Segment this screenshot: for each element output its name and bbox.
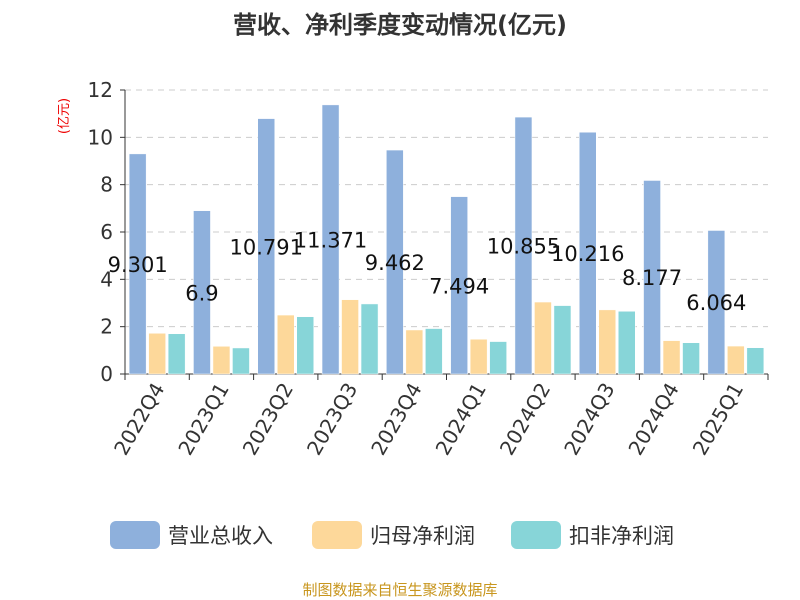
y-tick-label: 8	[100, 173, 113, 197]
x-tick-label: 2024Q4	[623, 379, 683, 460]
data-label: 7.494	[429, 274, 489, 298]
bar-net-profit	[469, 338, 488, 375]
data-label: 6.9	[185, 281, 218, 305]
y-axis-label: (亿元)	[57, 98, 72, 134]
bar-deducted-net-profit	[360, 303, 379, 375]
legend-swatch	[110, 521, 160, 549]
data-label: 10.791	[230, 235, 303, 259]
source-note: 制图数据来自恒生聚源数据库	[302, 581, 497, 599]
x-tick-label: 2023Q2	[238, 379, 298, 460]
y-tick-label: 12	[88, 78, 113, 102]
y-tick-label: 10	[88, 125, 113, 149]
legend-swatch	[312, 521, 362, 549]
bar-revenue	[128, 153, 147, 375]
bar-net-profit	[598, 309, 616, 375]
data-label: 10.855	[487, 235, 560, 259]
data-label: 9.462	[365, 251, 425, 275]
bar-revenue	[579, 131, 597, 375]
legend-label: 营业总收入	[168, 524, 273, 548]
legend-label: 归母净利润	[370, 524, 475, 548]
x-tick-label: 2022Q4	[109, 379, 169, 460]
data-label: 6.064	[686, 291, 746, 315]
x-tick-label: 2023Q3	[302, 379, 362, 460]
chart-title: 营收、净利季度变动情况(亿元)	[233, 11, 567, 39]
bar-deducted-net-profit	[232, 347, 250, 375]
bar-revenue	[386, 149, 404, 375]
bar-revenue	[193, 210, 211, 375]
bar-revenue	[321, 104, 340, 375]
data-label: 9.301	[108, 253, 168, 277]
bar-deducted-net-profit	[682, 342, 700, 375]
bar-net-profit	[277, 314, 295, 375]
bar-net-profit	[662, 340, 681, 375]
bar-net-profit	[148, 333, 166, 375]
legend-swatch	[511, 521, 561, 549]
data-label: 11.371	[294, 228, 367, 252]
x-tick-label: 2024Q2	[495, 379, 555, 460]
bar-deducted-net-profit	[167, 333, 186, 375]
y-tick-label: 0	[100, 362, 113, 386]
legend-label: 扣非净利润	[569, 524, 674, 548]
bar-deducted-net-profit	[746, 347, 765, 375]
bar-deducted-net-profit	[296, 316, 314, 375]
x-tick-label: 2025Q1	[688, 379, 748, 460]
x-tick-label: 2023Q4	[366, 379, 426, 460]
bar-net-profit	[727, 345, 745, 375]
bar-revenue	[257, 118, 275, 375]
bar-revenue	[514, 116, 533, 375]
bar-revenue	[707, 230, 726, 375]
x-tick-label: 2023Q1	[173, 379, 233, 460]
bar-deducted-net-profit	[553, 305, 572, 375]
bar-deducted-net-profit	[618, 311, 636, 375]
y-tick-label: 6	[100, 220, 113, 244]
bar-net-profit	[534, 301, 552, 375]
data-label: 8.177	[622, 266, 682, 290]
bar-net-profit	[405, 329, 424, 375]
bar-net-profit	[341, 299, 359, 375]
x-tick-label: 2024Q1	[431, 379, 491, 460]
data-label: 10.216	[551, 242, 624, 266]
bar-revenue	[643, 180, 661, 375]
x-tick-label: 2024Q3	[559, 379, 619, 460]
y-tick-label: 2	[100, 315, 113, 339]
bar-revenue	[450, 196, 468, 375]
y-tick-label: 4	[100, 267, 113, 291]
bar-deducted-net-profit	[489, 341, 507, 375]
bar-deducted-net-profit	[425, 328, 443, 375]
bar-net-profit	[212, 346, 231, 375]
